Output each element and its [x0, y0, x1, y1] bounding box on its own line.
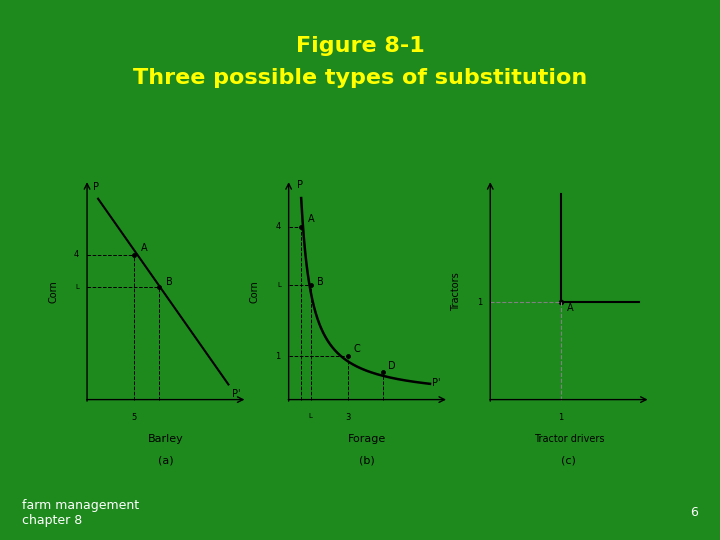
Text: A: A: [567, 303, 574, 313]
Text: P: P: [94, 182, 99, 192]
Text: P': P': [431, 378, 440, 388]
Text: B: B: [166, 277, 172, 287]
Text: Figure 8-1: Figure 8-1: [296, 36, 424, 56]
Text: L: L: [277, 282, 281, 288]
Text: Corn: Corn: [250, 280, 260, 303]
Text: farm management
chapter 8: farm management chapter 8: [22, 499, 139, 527]
Text: 4: 4: [74, 251, 79, 259]
Text: 6: 6: [690, 507, 698, 519]
Text: Forage: Forage: [348, 434, 387, 444]
Text: B: B: [317, 277, 324, 287]
Text: P': P': [232, 389, 240, 399]
Text: (c): (c): [562, 456, 576, 465]
Text: (a): (a): [158, 456, 174, 465]
Text: P: P: [297, 180, 302, 190]
Text: 1: 1: [477, 298, 482, 307]
Text: 5: 5: [132, 413, 137, 422]
Text: D: D: [387, 361, 395, 372]
Text: Barley: Barley: [148, 434, 184, 444]
Text: Three possible types of substitution: Three possible types of substitution: [133, 68, 587, 89]
Text: 3: 3: [346, 413, 351, 422]
Text: L: L: [76, 284, 79, 291]
Text: Corn: Corn: [48, 280, 58, 303]
Text: 1: 1: [276, 352, 281, 361]
Text: A: A: [140, 242, 147, 253]
Text: C: C: [353, 344, 360, 354]
Text: Tractors: Tractors: [451, 272, 462, 311]
Text: A: A: [307, 214, 314, 225]
Text: (b): (b): [359, 456, 375, 465]
Text: 1: 1: [558, 413, 564, 422]
Text: 4: 4: [276, 222, 281, 231]
Text: L: L: [309, 413, 312, 418]
Text: Tractor drivers: Tractor drivers: [534, 434, 604, 444]
